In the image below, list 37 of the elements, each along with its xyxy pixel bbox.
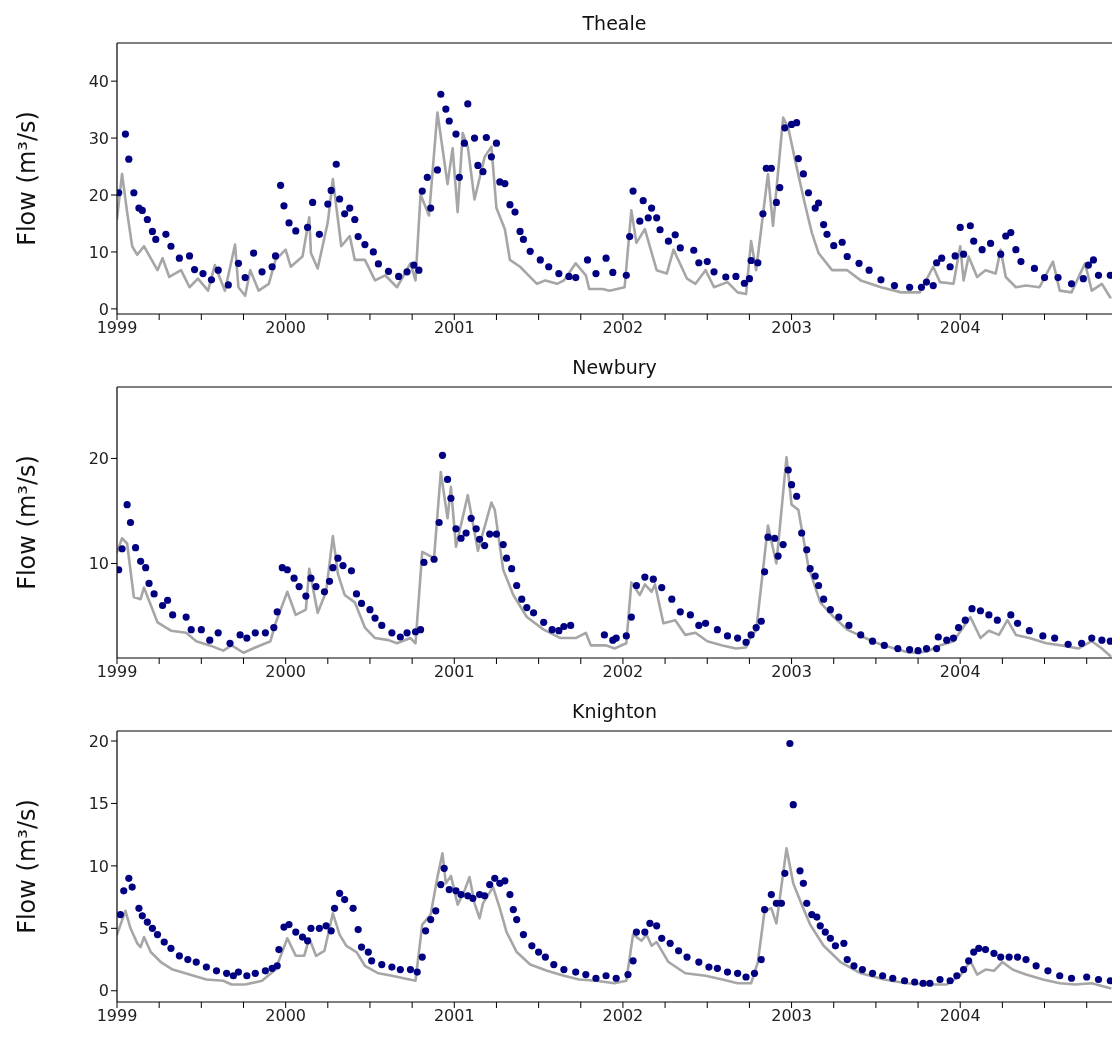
x-tick-label: 1999 — [96, 318, 138, 338]
x-tick-label: 2000 — [265, 318, 306, 338]
y-tick-label: 10 — [88, 242, 109, 262]
line-series — [117, 847, 1112, 990]
chart-title: Theale — [581, 11, 648, 36]
y-tick-label: 20 — [88, 185, 109, 205]
x-tick-label: 2003 — [771, 1006, 812, 1026]
x-tick-label: 2001 — [433, 1006, 475, 1026]
x-tick-label: 2002 — [602, 1006, 644, 1026]
y-tick-label: 30 — [88, 128, 109, 148]
x-tick-label: 2000 — [265, 662, 306, 682]
x-tick-label: 2003 — [771, 662, 812, 682]
y-axis-title: Flow (m³/s) — [12, 799, 41, 934]
x-tick-label: 2001 — [433, 318, 475, 338]
y-axis-title: Flow (m³/s) — [12, 111, 41, 246]
y-tick-label: 5 — [98, 919, 109, 938]
x-tick-label: 2002 — [602, 662, 644, 682]
y-axis-title: Flow (m³/s) — [12, 455, 41, 590]
x-tick-label: 2002 — [602, 318, 644, 338]
y-tick-label: 0 — [98, 981, 109, 1001]
y-tick-label: 20 — [88, 731, 109, 751]
chart-title: Knighton — [571, 699, 658, 724]
x-tick-label: 1999 — [96, 662, 138, 682]
y-tick-label: 40 — [88, 71, 109, 91]
y-tick-label: 0 — [98, 299, 109, 319]
x-tick-label: 2004 — [939, 1006, 981, 1026]
y-tick-label: 15 — [88, 794, 109, 814]
x-tick-label: 2004 — [939, 318, 981, 338]
y-tick-label: 10 — [88, 856, 109, 876]
x-tick-label: 2003 — [771, 318, 812, 338]
y-tick-label: 20 — [88, 449, 109, 469]
x-tick-label: 2004 — [939, 662, 981, 682]
x-tick-label: 2001 — [433, 662, 475, 682]
x-tick-label: 2000 — [265, 1006, 306, 1026]
y-tick-label: 10 — [88, 554, 109, 574]
chart-title: Newbury — [571, 355, 658, 380]
x-tick-label: 1999 — [96, 1006, 138, 1026]
